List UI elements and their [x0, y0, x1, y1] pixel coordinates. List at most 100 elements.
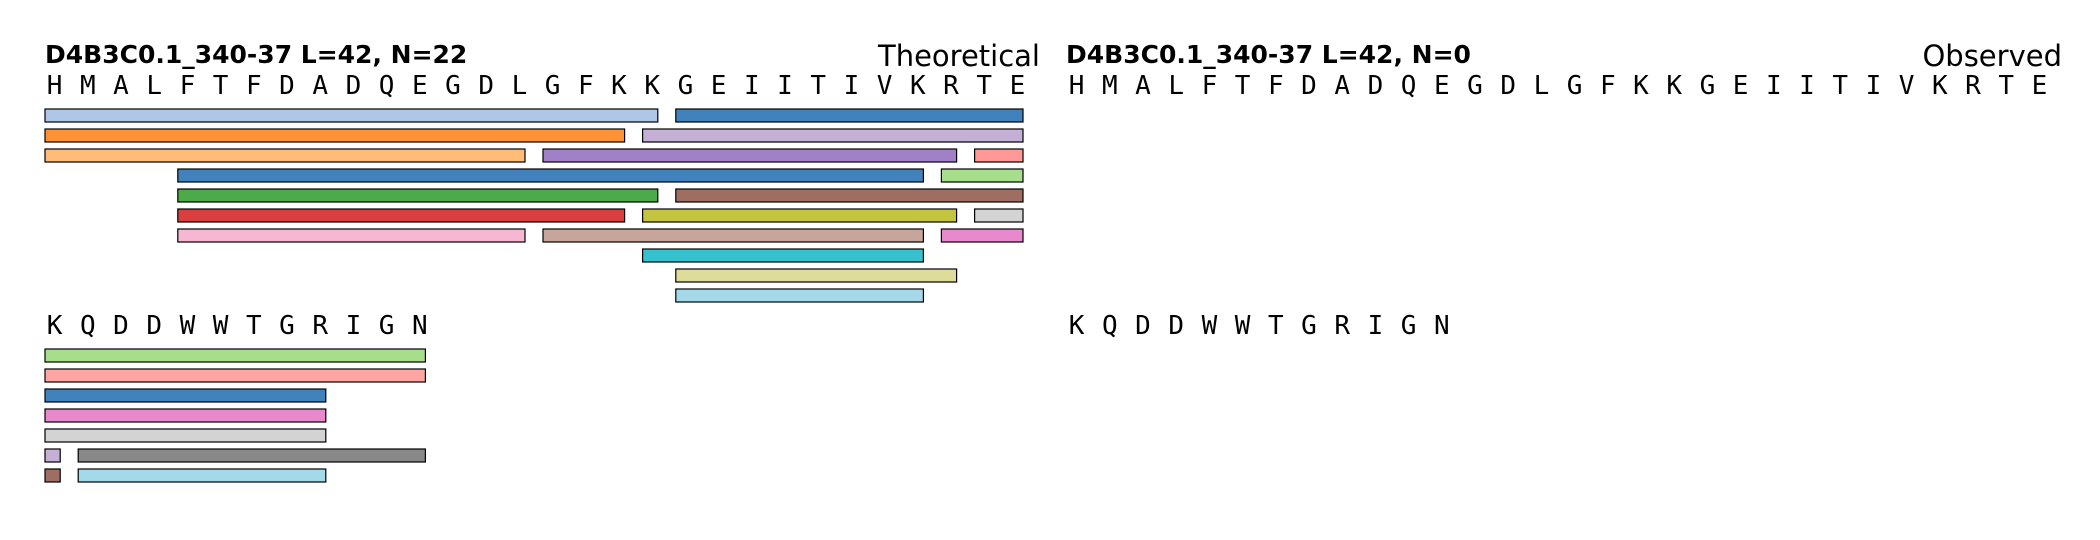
residue-letter: I [844, 71, 860, 101]
residue-letter: I [1866, 71, 1882, 101]
residue-letter: G [1567, 71, 1583, 101]
residue-letter: G [1700, 71, 1716, 101]
peptide-bar [973, 208, 1024, 223]
residue-letter: M [80, 71, 96, 101]
panel-theoretical: D4B3C0.1_340-37 L=42, N=22 Theoretical H… [44, 39, 1040, 483]
residue-letter: N [1434, 311, 1450, 341]
residue-letter: W [213, 311, 229, 341]
residue-letter: H [47, 71, 63, 101]
residue-letter: G [545, 71, 561, 101]
residue-letter: T [1268, 311, 1284, 341]
peptide-bar [44, 428, 327, 443]
panel-title: D4B3C0.1_340-37 L=42, N=22 [45, 40, 467, 69]
residue-letter: L [1168, 71, 1184, 101]
residue-letter: D [1368, 71, 1384, 101]
peptide-bar [177, 168, 924, 183]
peptide-bar [77, 468, 327, 483]
residue-letter: T [1832, 71, 1848, 101]
peptide-bar [44, 348, 426, 363]
residue-letter: G [279, 311, 295, 341]
residue-letter: D [279, 71, 295, 101]
residue-letter: D [1301, 71, 1317, 101]
residue-letter: E [1434, 71, 1450, 101]
residue-letter: M [1102, 71, 1118, 101]
residue-letter: T [1998, 71, 2014, 101]
residue-letter: E [1010, 71, 1026, 101]
peptide-bar [675, 188, 1024, 203]
peptide-bar [44, 108, 659, 123]
residue-letter: F [246, 71, 262, 101]
peptide-bar [641, 248, 924, 263]
peptide-bar [675, 288, 924, 303]
residue-letter: D [1168, 311, 1184, 341]
residue-letter: D [1500, 71, 1516, 101]
peptide-bar [177, 228, 526, 243]
peptide-bar [177, 208, 626, 223]
residue-letter: N [412, 311, 428, 341]
residue-letter: D [146, 311, 162, 341]
residue-letter: D [1135, 311, 1151, 341]
residue-letter: I [1368, 311, 1384, 341]
residue-letter: T [1235, 71, 1251, 101]
residue-letter: K [644, 71, 660, 101]
residue-letter: I [1799, 71, 1815, 101]
residue-letter: Q [1102, 311, 1118, 341]
residue-letter: G [1467, 71, 1483, 101]
residue-letter: K [1633, 71, 1649, 101]
residue-letter: E [2032, 71, 2048, 101]
residue-letter: G [1401, 311, 1417, 341]
residue-letter: Q [379, 71, 395, 101]
peptide-bar [44, 368, 426, 383]
residue-letter: F [1600, 71, 1616, 101]
residue-letter: L [146, 71, 162, 101]
residue-letter: F [1268, 71, 1284, 101]
residue-letter: G [445, 71, 461, 101]
residue-letter: G [678, 71, 694, 101]
residue-letter: Q [1401, 71, 1417, 101]
residue-letter: A [113, 71, 129, 101]
peptide-bar [641, 208, 958, 223]
residue-letter: A [1334, 71, 1350, 101]
peptide-bar [44, 468, 61, 483]
peptide-bar [973, 148, 1024, 163]
residue-letter: T [213, 71, 229, 101]
peptide-bar [77, 448, 427, 463]
peptide-bar [675, 108, 1024, 123]
residue-letter: K [611, 71, 627, 101]
peptide-bar [542, 148, 958, 163]
residue-letter: K [1666, 71, 1682, 101]
panel-label: Observed [1922, 39, 2062, 73]
residue-letter: F [1202, 71, 1218, 101]
panel-content: H M A L F T F D A D Q E G D L G F K K G E I I T I V K R T EK Q D D W W T G R I… [44, 71, 1026, 483]
panel-content: H M A L F T F D A D Q E G D L G F K K G E I I T I V K R T EK Q D D W W T G R I… [1069, 71, 2047, 341]
residue-letter: K [47, 311, 63, 341]
peptide-bar [940, 228, 1024, 243]
residue-letter: H [1069, 71, 1085, 101]
peptide-bar [542, 228, 924, 243]
residue-letter: W [1202, 311, 1218, 341]
residue-letter: G [1301, 311, 1317, 341]
residue-letter: A [1135, 71, 1151, 101]
residue-letter: L [1534, 71, 1550, 101]
residue-letter: V [1899, 71, 1915, 101]
peptide-bar [44, 408, 327, 423]
residue-letter: R [943, 71, 959, 101]
residue-letter: W [1235, 311, 1251, 341]
residue-letter: A [312, 71, 328, 101]
residue-letter: F [180, 71, 196, 101]
residue-letter: I [777, 71, 793, 101]
residue-letter: D [346, 71, 362, 101]
peptide-bar [177, 188, 659, 203]
residue-letter: R [312, 311, 328, 341]
residue-letter: T [976, 71, 992, 101]
residue-letter: Q [80, 311, 96, 341]
residue-letter: I [1766, 71, 1782, 101]
residue-letter: W [180, 311, 196, 341]
peptide-bar [44, 388, 327, 403]
panel-label: Theoretical [877, 39, 1040, 73]
residue-letter: E [412, 71, 428, 101]
residue-letter: T [810, 71, 826, 101]
residue-letter: V [877, 71, 893, 101]
